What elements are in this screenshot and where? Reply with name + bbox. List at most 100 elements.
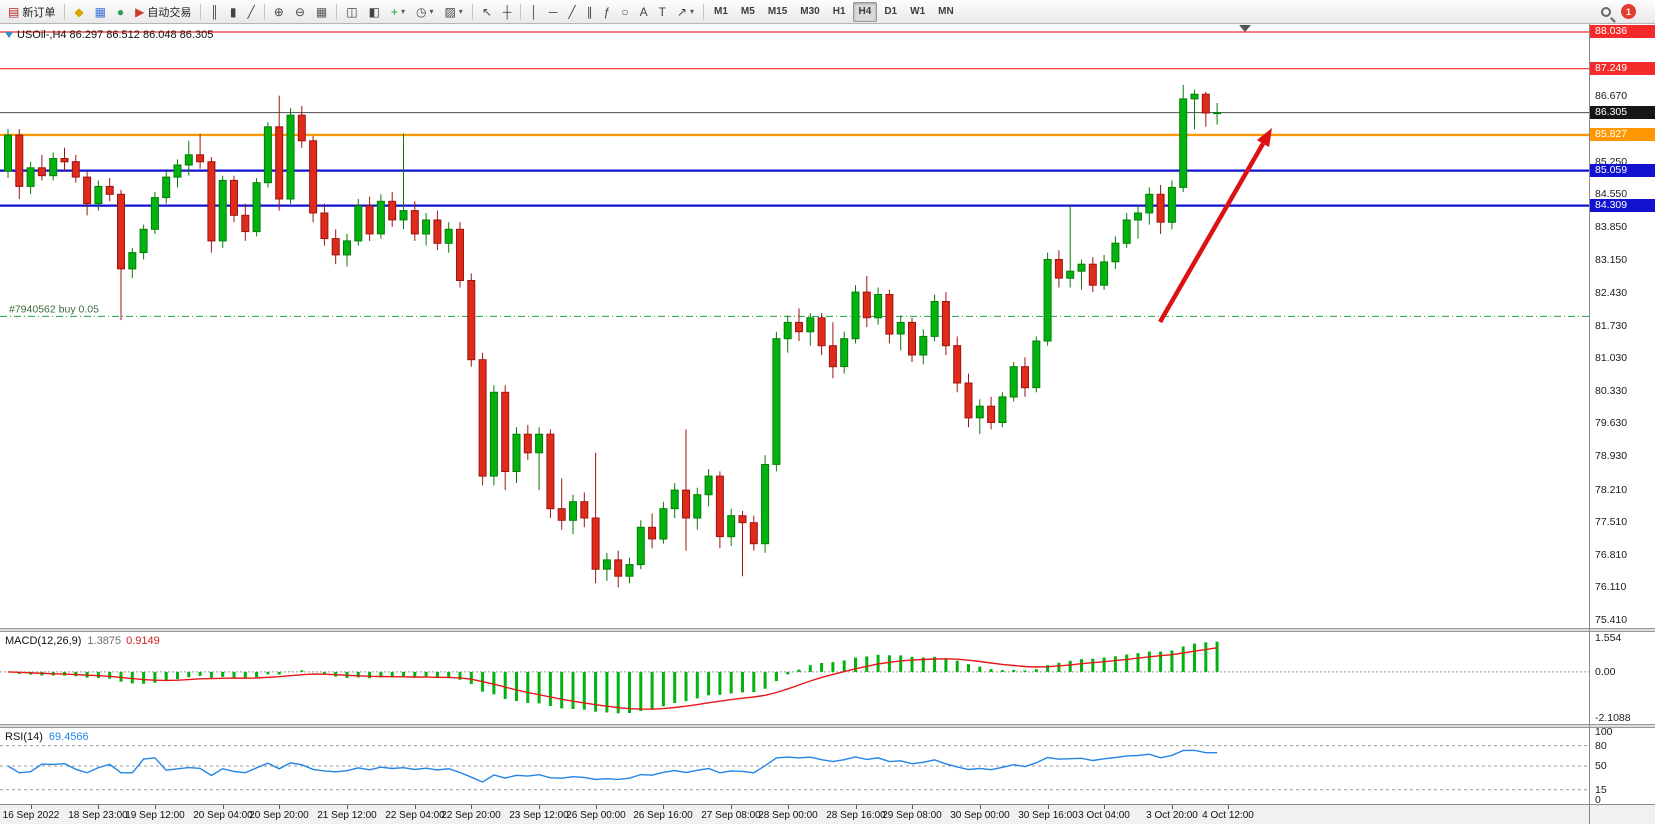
time-axis-label: 30 Sep 00:00: [950, 810, 1010, 821]
rsi-scale-tick: 50: [1595, 760, 1607, 772]
arrange-windows-button[interactable]: ◧: [364, 2, 385, 22]
notification-badge[interactable]: 1: [1621, 4, 1636, 19]
new-order-icon: ▤: [8, 4, 20, 19]
price-scale-tick: 78.930: [1595, 450, 1628, 462]
candlestick-type-button[interactable]: ▮: [225, 2, 242, 22]
chart-shift-marker[interactable]: [1239, 25, 1251, 32]
tile-windows-button[interactable]: ▦: [311, 2, 332, 22]
time-axis[interactable]: 16 Sep 2022 18 Sep 23:00 19 Sep 12:00 20 Se…: [0, 804, 1589, 824]
dropdown-caret-icon: ▾: [400, 7, 405, 16]
vertical-line-button[interactable]: │: [525, 2, 543, 22]
open-position-label: #7940562 buy 0.05: [9, 303, 99, 315]
pane-separator[interactable]: [1590, 628, 1655, 632]
channel-button[interactable]: ∥: [582, 2, 598, 22]
indicators-button[interactable]: + ▾: [386, 2, 410, 22]
charts-icon[interactable]: ◆: [69, 2, 88, 22]
time-axis-label: 30 Sep 16:00: [1018, 810, 1078, 821]
channel-icon: ∥: [586, 4, 593, 19]
timeframe-button-w1[interactable]: W1: [904, 2, 931, 22]
macd-name: MACD(12,26,9): [5, 635, 82, 647]
text-button[interactable]: A: [635, 2, 653, 22]
new-order-button-label: 新订单: [22, 6, 56, 19]
bar-chart-type-button[interactable]: ║: [205, 2, 224, 22]
price-marker-badge: 86.305: [1590, 106, 1655, 119]
horizontal-line-button[interactable]: ─: [544, 2, 563, 22]
time-axis-tick: [980, 805, 981, 809]
horizontal-lines-layer[interactable]: #7940562 buy 0.05: [0, 31, 1589, 317]
market-watch-icon[interactable]: ▦: [90, 2, 111, 22]
fibonacci-button[interactable]: ƒ: [599, 2, 616, 22]
symbol-ohlc-text: USOil-,H4 86.297 86.512 86.048 86.305: [17, 29, 214, 41]
time-axis-label: 28 Sep 00:00: [758, 810, 818, 821]
rsi-pane[interactable]: [0, 728, 1589, 804]
macd-indicator-label: MACD(12,26,9) 1.3875 0.9149: [5, 635, 160, 647]
horizontal-line-icon: ─: [548, 4, 558, 19]
shapes-button[interactable]: ○: [616, 2, 633, 22]
time-axis-tick: [663, 805, 664, 809]
price-scale-tick: 77.510: [1595, 516, 1628, 528]
price-scale-tick: 86.670: [1595, 90, 1628, 102]
time-axis-tick: [596, 805, 597, 809]
time-axis-label: 26 Sep 00:00: [566, 810, 626, 821]
rsi-scale-tick: 80: [1595, 740, 1607, 752]
timeframe-button-m15[interactable]: M15: [762, 2, 793, 22]
vertical-line-icon: │: [530, 4, 538, 19]
periods-button[interactable]: ◷ ▾: [411, 2, 439, 22]
arrows-button[interactable]: ↗ ▾: [672, 2, 699, 22]
timeframe-button-h1[interactable]: H1: [827, 2, 852, 22]
trend-arrow[interactable]: [1158, 128, 1272, 324]
time-axis-label: 21 Sep 12:00: [317, 810, 377, 821]
trendline-button[interactable]: ╱: [563, 2, 580, 22]
cascade-windows-button[interactable]: ◫: [341, 2, 362, 22]
data-window-icon-icon: ●: [116, 4, 125, 19]
time-axis-tick: [223, 805, 224, 809]
price-scale[interactable]: 86.670 85.250 84.550 83.850 83.150 82.430 81.7…: [1589, 24, 1655, 824]
macd-scale-tick: 1.554: [1595, 632, 1622, 644]
data-window-icon[interactable]: ●: [112, 2, 129, 22]
toolbar-separator: [64, 3, 66, 20]
timeframe-button-m1[interactable]: M1: [708, 2, 734, 22]
line-chart-type-button[interactable]: ╱: [243, 2, 260, 22]
time-axis-tick: [347, 805, 348, 809]
zoom-out-button[interactable]: ⊖: [290, 2, 310, 22]
price-pane[interactable]: #7940562 buy 0.05: [0, 24, 1589, 628]
cursor-button[interactable]: ↖: [477, 2, 497, 22]
zoom-in-button[interactable]: ⊕: [269, 2, 289, 22]
rsi-scale-tick: 15: [1595, 784, 1607, 796]
fibonacci-icon: ƒ: [603, 4, 611, 19]
time-axis-label: 4 Oct 12:00: [1202, 810, 1254, 821]
time-axis-label: 20 Sep 20:00: [249, 810, 309, 821]
pane-separator[interactable]: [0, 628, 1589, 632]
time-axis-tick: [1172, 805, 1173, 809]
time-axis-tick: [415, 805, 416, 809]
price-scale-tick: 78.210: [1595, 484, 1628, 496]
crosshair-button[interactable]: ┼: [498, 2, 517, 22]
rsi-name: RSI(14): [5, 731, 43, 743]
templates-icon: ▨: [444, 4, 456, 19]
timeframe-button-m5[interactable]: M5: [735, 2, 761, 22]
text-label-button[interactable]: T: [654, 2, 671, 22]
price-scale-tick: 83.850: [1595, 221, 1628, 233]
search-icon[interactable]: [1601, 6, 1611, 17]
pane-separator[interactable]: [1590, 724, 1655, 728]
macd-pane[interactable]: [0, 632, 1589, 724]
timeframe-button-m30[interactable]: M30: [794, 2, 825, 22]
autotrading-button[interactable]: ▶ 自动交易: [130, 2, 196, 22]
new-order-button[interactable]: ▤ 新订单: [3, 2, 60, 22]
time-axis-tick: [788, 805, 789, 809]
time-axis-label: 16 Sep 2022: [2, 810, 60, 821]
time-axis-label: 18 Sep 23:00: [68, 810, 128, 821]
timeframe-button-h4[interactable]: H4: [852, 1, 878, 22]
scale-corner: [1590, 804, 1655, 824]
chart-plot-area[interactable]: USOil-,H4 86.297 86.512 86.048 86.305 MA…: [0, 24, 1589, 824]
price-scale-tick: 76.110: [1595, 581, 1627, 593]
pane-separator[interactable]: [0, 724, 1589, 728]
zoom-out-icon: ⊖: [294, 4, 305, 19]
templates-button[interactable]: ▨ ▾: [439, 2, 467, 22]
price-scale-tick: 84.550: [1595, 188, 1628, 200]
bar-chart-type-icon: ║: [210, 4, 219, 19]
timeframe-button-mn[interactable]: MN: [932, 2, 960, 22]
timeframe-button-d1[interactable]: D1: [878, 2, 903, 22]
toolbar-buttons: ▤ 新订单 ◆ ▦ ● ▶ 自动交易 ║ ▮ ╱ ⊕ ⊖ ▦ ◫ ◧ + ▾ ◷ ▾ ▨ ▾ ↖ ┼ │ ─ ╱ ∥ ƒ ○ A T ↗ ▾ M1…: [3, 1, 960, 22]
